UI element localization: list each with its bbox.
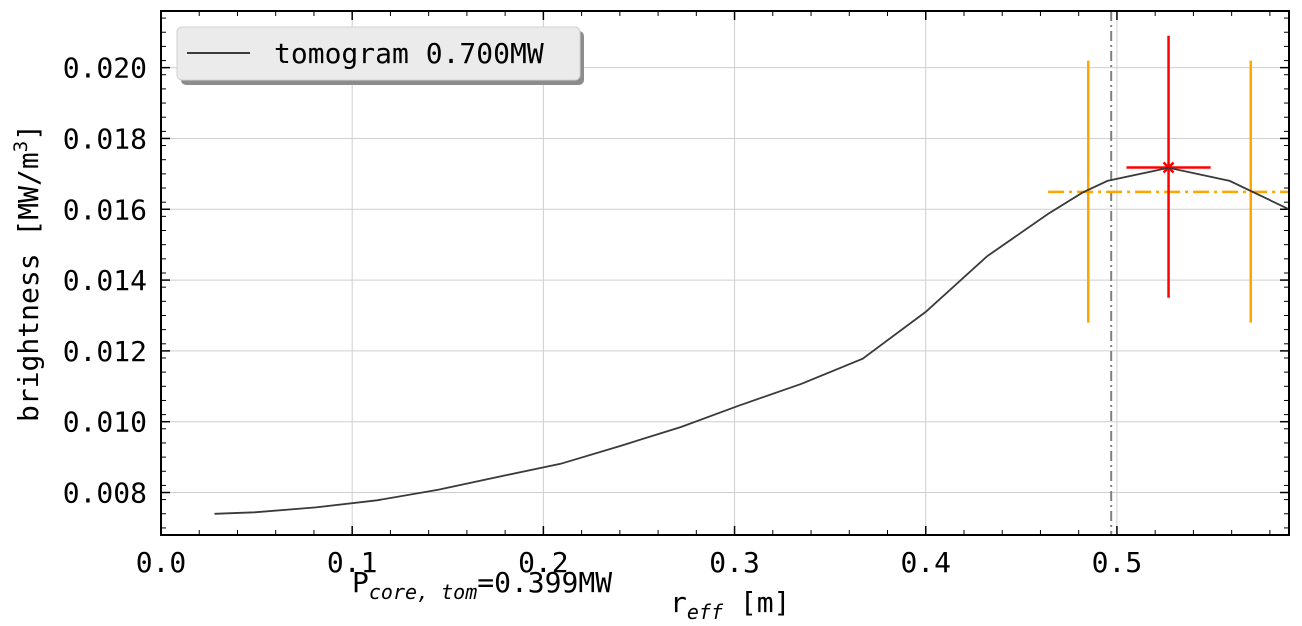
y-axis-label: brightness [MW/m3] xyxy=(10,124,45,422)
tick-labels: 0.0 0.1 0.2 0.3 0.4 0.5 0.008 0.010 0.012 0.014 0.… xyxy=(63,52,1143,579)
series-line xyxy=(214,166,1290,515)
x-tick-label: 0.1 xyxy=(327,546,378,579)
legend-box xyxy=(176,26,581,81)
y-tick-label: 0.010 xyxy=(63,406,147,439)
power-annotation: Pcore, tom=0.399MW xyxy=(352,566,612,604)
grid-lines xyxy=(160,11,1289,535)
y-tick-label: 0.018 xyxy=(63,122,147,155)
x-tick-label: 0.0 xyxy=(136,546,187,579)
y-tick-label: 0.020 xyxy=(63,52,147,85)
x-tick-label: 0.5 xyxy=(1092,546,1143,579)
y-tick-label: 0.016 xyxy=(63,193,147,226)
legend-label: tomogram 0.700MW xyxy=(274,37,544,70)
y-tick-label: 0.008 xyxy=(63,477,147,510)
x-tick-label: 0.4 xyxy=(900,546,951,579)
plot-background xyxy=(161,11,1289,535)
y-tick-label: 0.012 xyxy=(63,335,147,368)
legend: tomogram 0.700MW xyxy=(176,26,584,85)
series-lines xyxy=(214,166,1290,515)
x-axis-label: reff [m] xyxy=(670,586,790,624)
y-tick-label: 0.014 xyxy=(63,264,147,297)
x-tick-label: 0.2 xyxy=(518,546,569,579)
plot-frame xyxy=(160,10,1290,536)
x-tick-label: 0.3 xyxy=(709,546,760,579)
